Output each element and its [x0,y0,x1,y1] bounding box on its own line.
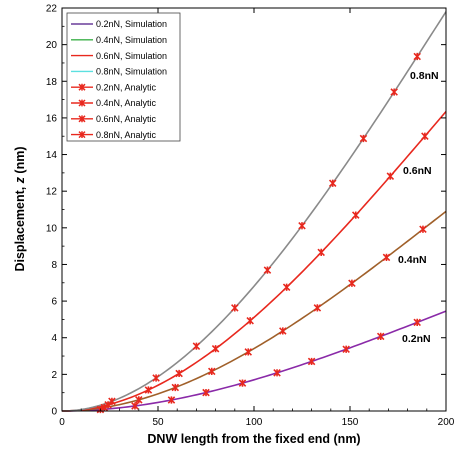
analytic-point [246,316,254,325]
analytic-point [386,172,395,180]
x-axis: 0 50 100 150 200 [59,8,455,428]
analytic-point [376,332,385,341]
y-tick-label: 22 [46,4,58,15]
analytic-point [307,357,316,366]
analytic-point [421,132,429,140]
legend-marker [78,99,86,107]
analytic-point [313,304,322,312]
series-end-label: 0.8nN [410,70,439,82]
analytic-point [238,379,247,387]
analytic-point [192,342,201,350]
x-tick-label: 0 [59,417,65,428]
analytic-point [135,396,143,404]
analytic-point [348,279,356,288]
legend-label: 0.2nN, Analytic [96,82,157,92]
analytic-point [108,397,116,406]
analytic-point [413,52,421,61]
series-end-label: 0.2nN [402,333,431,345]
series-end-label: 0.4nN [398,254,427,266]
analytic-point [351,211,360,219]
y-tick-label: 0 [51,407,57,418]
y-tick-label: 14 [46,150,58,161]
simulation-curve [61,210,447,412]
legend-label: 0.6nN, Simulation [96,51,167,61]
legend-label: 0.8nN, Analytic [96,130,157,140]
series-end-label: 0.6nN [403,165,432,177]
analytic-point [359,134,368,143]
y-tick-label: 2 [51,370,57,381]
analytic-point [231,304,239,312]
analytic-point [298,221,306,230]
y-tick-label: 12 [46,187,58,198]
legend: 0.2nN, Simulation 0.4nN, Simulation 0.6nN,… [66,12,181,142]
simulation-curve [61,110,447,412]
y-tick-label: 8 [51,260,57,271]
y-tick-label: 6 [51,297,57,308]
analytic-point [211,344,220,353]
x-axis-title: DNW length from the fixed end (nm) [147,432,360,446]
analytic-point [152,374,160,382]
analytic-point [342,345,350,353]
y-tick-label: 18 [46,77,58,88]
analytic-point [317,248,325,257]
x-tick-label: 200 [438,417,455,428]
markers-layer [96,52,429,414]
x-tick-label: 150 [342,417,359,428]
x-tick-label: 100 [246,417,263,428]
x-tick-label: 50 [152,417,164,428]
legend-label: 0.8nN, Simulation [96,67,167,77]
legend-marker [78,131,86,139]
analytic-point [167,396,176,404]
analytic-point [244,348,253,356]
analytic-point [419,225,427,234]
legend-marker [78,83,86,91]
legend-box [66,12,181,142]
analytic-point [207,367,216,376]
analytic-point [202,388,210,397]
analytic-point [171,383,180,392]
y-axis-title-unit: (nm) [13,146,27,177]
analytic-point [263,266,272,274]
y-tick-label: 20 [46,40,58,51]
analytic-point [382,253,391,262]
analytic-point [390,88,398,96]
y-axis-title: Displacement, z (nm) [13,146,27,271]
legend-label: 0.6nN, Analytic [96,114,157,124]
y-axis: 0 2 4 6 8 10 12 14 16 18 20 22 [46,4,446,418]
legend-marker [78,115,86,123]
analytic-point [282,283,291,292]
y-tick-label: 16 [46,113,58,124]
analytic-point [273,369,281,377]
y-tick-label: 10 [46,223,58,234]
y-axis-title-main: Displacement, [13,183,27,271]
simulation-curve [61,11,447,412]
analytic-point [413,318,421,327]
series-end-labels: 0.2nN 0.4nN 0.6nN 0.8nN [398,70,439,345]
legend-label: 0.4nN, Analytic [96,98,157,108]
analytic-point [175,369,183,378]
analytic-point [131,402,139,410]
y-tick-label: 4 [51,333,57,344]
legend-label: 0.2nN, Simulation [96,19,167,29]
analytic-point [328,179,337,188]
legend-label: 0.4nN, Simulation [96,35,167,45]
y-axis-title-var: z [13,176,27,184]
analytic-point [144,386,153,394]
analytic-point [279,327,287,335]
